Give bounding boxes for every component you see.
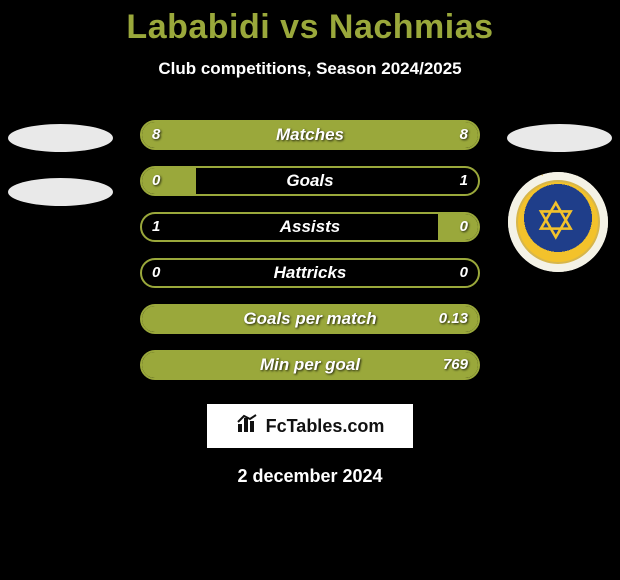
player-right-ellipse-1 — [507, 124, 612, 152]
stat-row: 1 Assists 0 — [140, 212, 480, 242]
player-right-badge-slot: ★ ★ ★ ✡ — [508, 172, 608, 272]
stat-label: Goals — [142, 168, 478, 194]
player-left-slot-2 — [8, 178, 113, 206]
stat-label: Hattricks — [142, 260, 478, 286]
stat-row: 0 Hattricks 0 — [140, 258, 480, 288]
brand-tag[interactable]: FcTables.com — [207, 404, 413, 448]
brand-logo-icon — [236, 414, 260, 438]
stat-value-right: 0.13 — [439, 306, 468, 332]
stat-label: Min per goal — [142, 352, 478, 378]
stat-row: Min per goal 769 — [140, 350, 480, 380]
player-left-ellipse-1 — [8, 124, 113, 152]
stat-value-right: 769 — [443, 352, 468, 378]
stat-value-right: 1 — [460, 168, 468, 194]
stat-row: 8 Matches 8 — [140, 120, 480, 150]
stat-value-right: 8 — [460, 122, 468, 148]
subtitle: Club competitions, Season 2024/2025 — [0, 59, 620, 79]
comparison-bars: 8 Matches 8 0 Goals 1 1 Assists 0 0 Hatt… — [140, 120, 480, 396]
player-left-ellipse-2 — [8, 178, 113, 206]
brand-text: FcTables.com — [266, 416, 385, 437]
stat-row: Goals per match 0.13 — [140, 304, 480, 334]
stat-value-right: 0 — [460, 214, 468, 240]
stat-value-right: 0 — [460, 260, 468, 286]
stat-row: 0 Goals 1 — [140, 166, 480, 196]
page-title: Lababidi vs Nachmias — [0, 0, 620, 47]
stat-label: Assists — [142, 214, 478, 240]
club-badge-icon: ★ ★ ★ ✡ — [508, 172, 608, 272]
player-left-slot-1 — [8, 124, 113, 152]
date-line: 2 december 2024 — [0, 466, 620, 487]
stat-label: Matches — [142, 122, 478, 148]
player-right-slot-1 — [507, 124, 612, 152]
stat-label: Goals per match — [142, 306, 478, 332]
